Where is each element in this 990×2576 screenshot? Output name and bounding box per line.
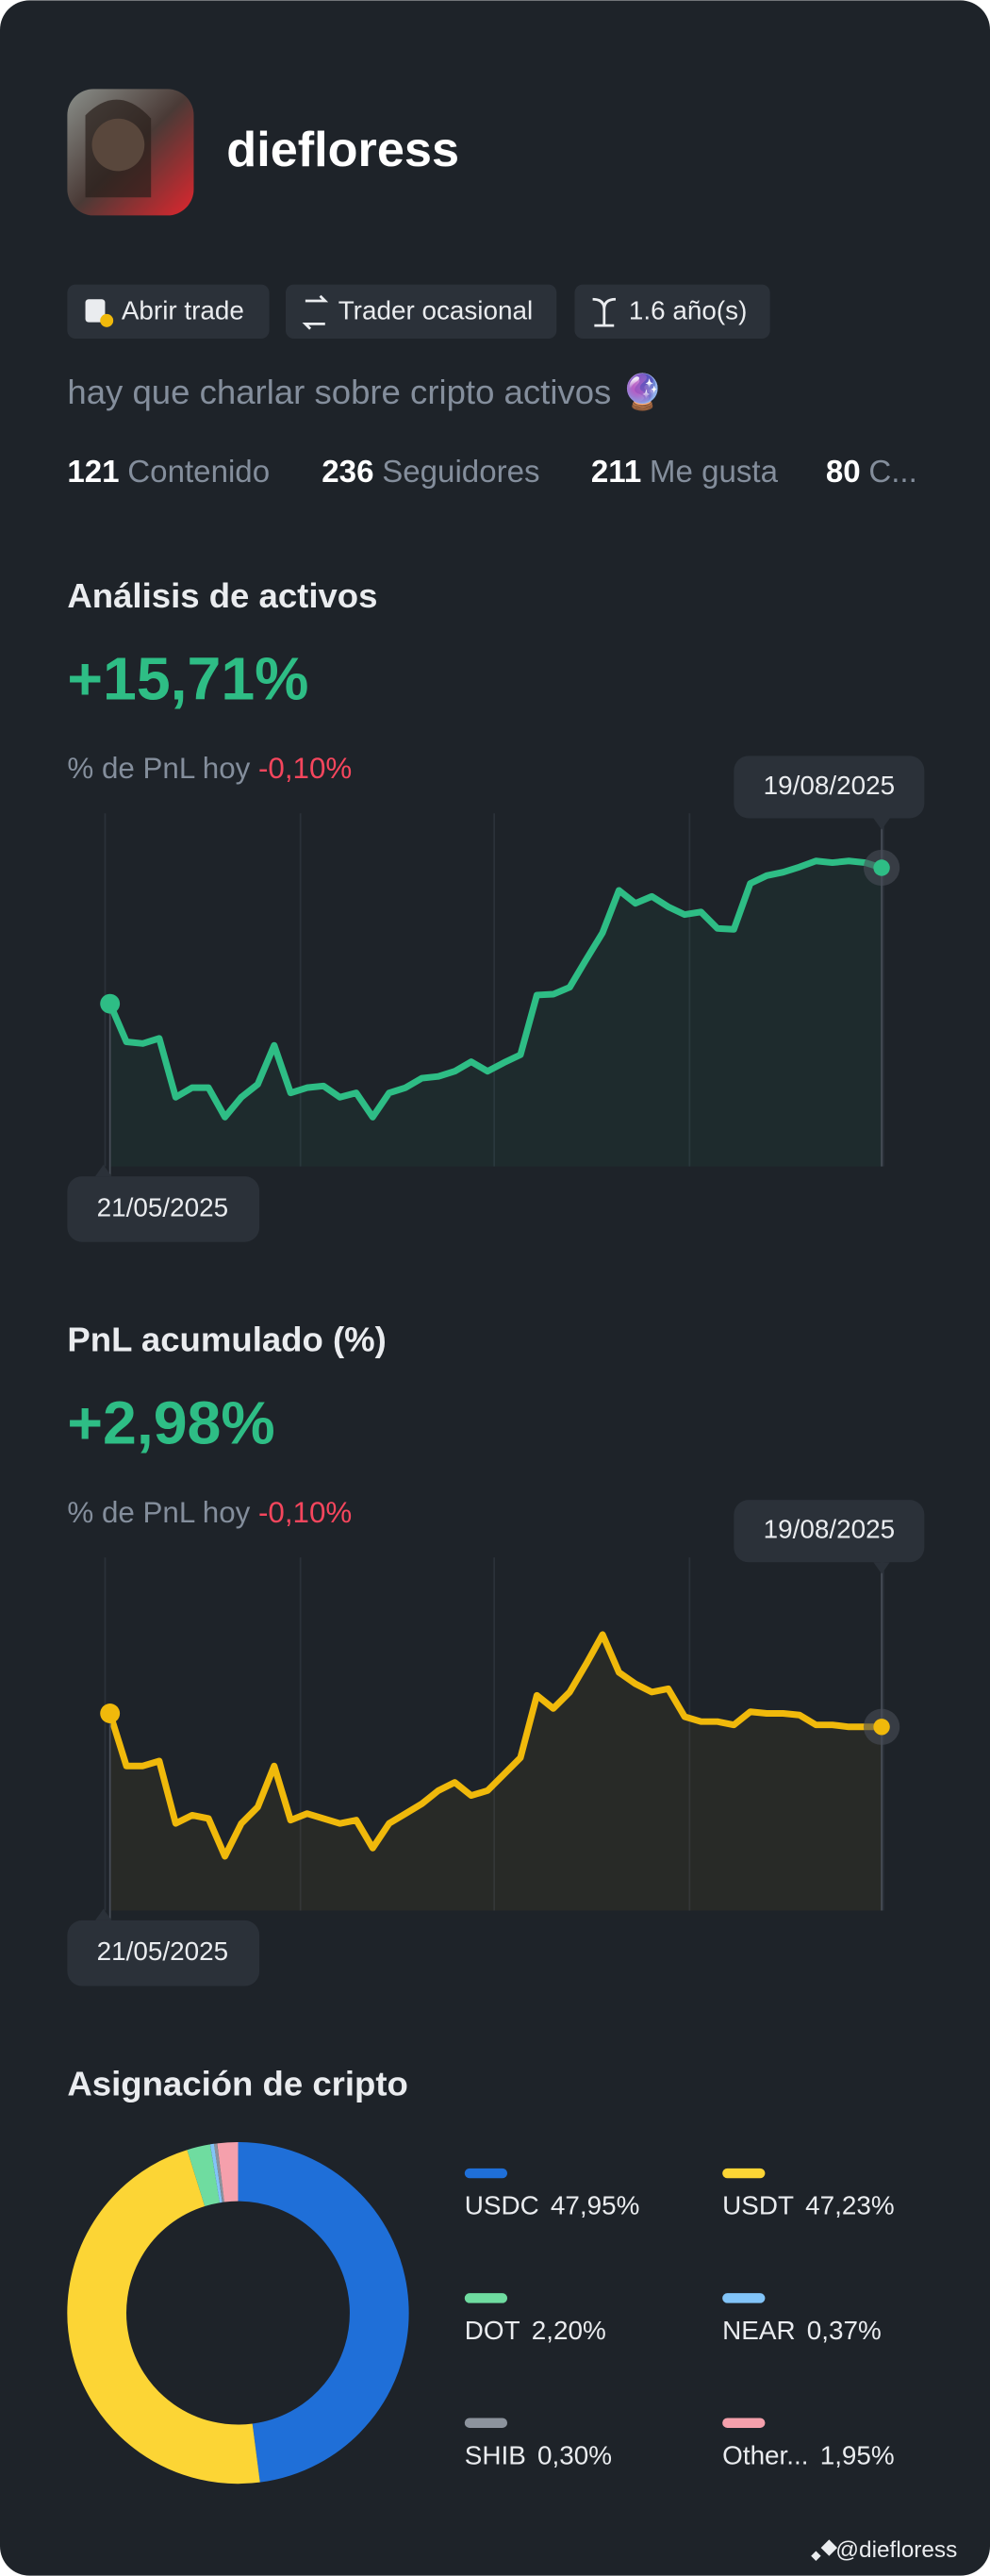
- legend-swatch: [464, 2293, 508, 2303]
- end-point: [873, 859, 890, 876]
- tooltip-arrow: [94, 1908, 112, 1920]
- legend-entry: DOT 2,20%: [465, 2316, 606, 2345]
- legend-entry: SHIB 0,30%: [465, 2441, 612, 2470]
- stat: 236 Seguidores: [322, 455, 539, 490]
- stat-label: Me gusta: [650, 455, 779, 490]
- end-tooltip: [734, 756, 925, 819]
- stat-label: Contenido: [127, 455, 270, 490]
- legend-entry: USDC 47,95%: [465, 2191, 640, 2220]
- stat-label: C...: [868, 455, 916, 490]
- end-point: [873, 1719, 890, 1736]
- headline-value: +15,71%: [67, 645, 308, 713]
- legend-value: 2,20%: [532, 2316, 606, 2345]
- username: diefloress: [226, 123, 459, 177]
- tooltip-arrow: [94, 1164, 112, 1177]
- subtitle-label: % de PnL hoy: [67, 1496, 250, 1529]
- stat-value: 236: [322, 455, 373, 490]
- section-title: PnL acumulado (%): [67, 1321, 386, 1359]
- donut-segment: [217, 2141, 239, 2202]
- legend-name: USDC: [465, 2191, 539, 2220]
- start-date: 21/05/2025: [97, 1936, 228, 1966]
- stat-value: 211: [591, 455, 641, 490]
- line: [107, 857, 885, 1121]
- line: [107, 1631, 885, 1860]
- tag: [574, 284, 770, 340]
- tag-icon: [592, 297, 617, 327]
- legend-name: NEAR: [722, 2316, 795, 2345]
- donut-segment: [209, 2143, 223, 2203]
- legend-entry: NEAR 0,37%: [722, 2316, 882, 2345]
- start-point: [100, 1703, 121, 1723]
- donut-segment: [237, 2141, 409, 2483]
- legend-name: SHIB: [465, 2441, 526, 2470]
- legend-swatch: [722, 2293, 766, 2303]
- tag[interactable]: [67, 284, 270, 340]
- tag-icon: [100, 313, 114, 327]
- stat: 121 Contenido: [67, 455, 270, 490]
- footer-icon: [811, 2539, 838, 2562]
- stat: 211 Me gusta: [591, 455, 779, 490]
- section-title: Asignación de cripto: [67, 2064, 407, 2102]
- legend-name: DOT: [465, 2316, 520, 2345]
- stat-value: 121: [67, 455, 119, 490]
- today-change: -0,10%: [258, 752, 352, 785]
- tag-label: Trader ocasional: [338, 296, 533, 325]
- stat-label: Seguidores: [382, 455, 539, 490]
- today-change: -0,10%: [258, 1496, 352, 1529]
- tag-label: 1.6 año(s): [629, 296, 747, 325]
- area: [109, 1634, 883, 1911]
- start-tooltip: [67, 1176, 260, 1242]
- start-point: [100, 993, 121, 1014]
- legend-entry: Other... 1,95%: [722, 2441, 895, 2470]
- legend-entry: USDT 47,23%: [722, 2191, 895, 2220]
- legend-swatch: [722, 2418, 766, 2428]
- tag-icon: [85, 299, 106, 323]
- legend-value: 0,37%: [807, 2316, 882, 2345]
- legend-swatch: [722, 2168, 766, 2179]
- end-date: 19/08/2025: [764, 1515, 895, 1544]
- tooltip-arrow: [873, 818, 890, 830]
- avatar-hair: [85, 99, 152, 198]
- legend-swatch: [464, 2168, 508, 2179]
- section-title: Análisis de activos: [67, 576, 377, 615]
- legend-name: USDT: [722, 2191, 794, 2220]
- footer-handle: @diefloress: [835, 2537, 957, 2563]
- legend-value: 47,23%: [805, 2191, 895, 2220]
- legend-value: 47,95%: [551, 2191, 640, 2220]
- end-date: 19/08/2025: [764, 771, 895, 800]
- donut-segment: [67, 2150, 260, 2485]
- tag: [285, 284, 557, 340]
- subtitle: % de PnL hoy -0,10%: [67, 1496, 352, 1529]
- legend-value: 0,30%: [537, 2441, 612, 2470]
- subtitle: % de PnL hoy -0,10%: [67, 752, 352, 785]
- legend-name: Other...: [722, 2441, 808, 2470]
- subtitle-label: % de PnL hoy: [67, 752, 250, 785]
- stats: 121 Contenido 236 Seguidores 211 Me gusta 80 C.…: [67, 455, 916, 490]
- tag-label: Abrir trade: [122, 296, 244, 325]
- start-tooltip: [67, 1920, 260, 1986]
- donut-segment: [187, 2144, 221, 2207]
- headline-value: +2,98%: [67, 1389, 274, 1457]
- tooltip-arrow: [873, 1562, 890, 1574]
- stat-value: 80: [826, 455, 861, 490]
- start-date: 21/05/2025: [97, 1192, 228, 1222]
- legend-value: 1,95%: [820, 2441, 895, 2470]
- end-tooltip: [734, 1500, 925, 1563]
- stat: 80 C...: [826, 455, 917, 490]
- legend-swatch: [464, 2418, 508, 2428]
- tag-icon: [302, 294, 329, 330]
- bio: hay que charlar sobre cripto activos 🔮: [67, 372, 664, 411]
